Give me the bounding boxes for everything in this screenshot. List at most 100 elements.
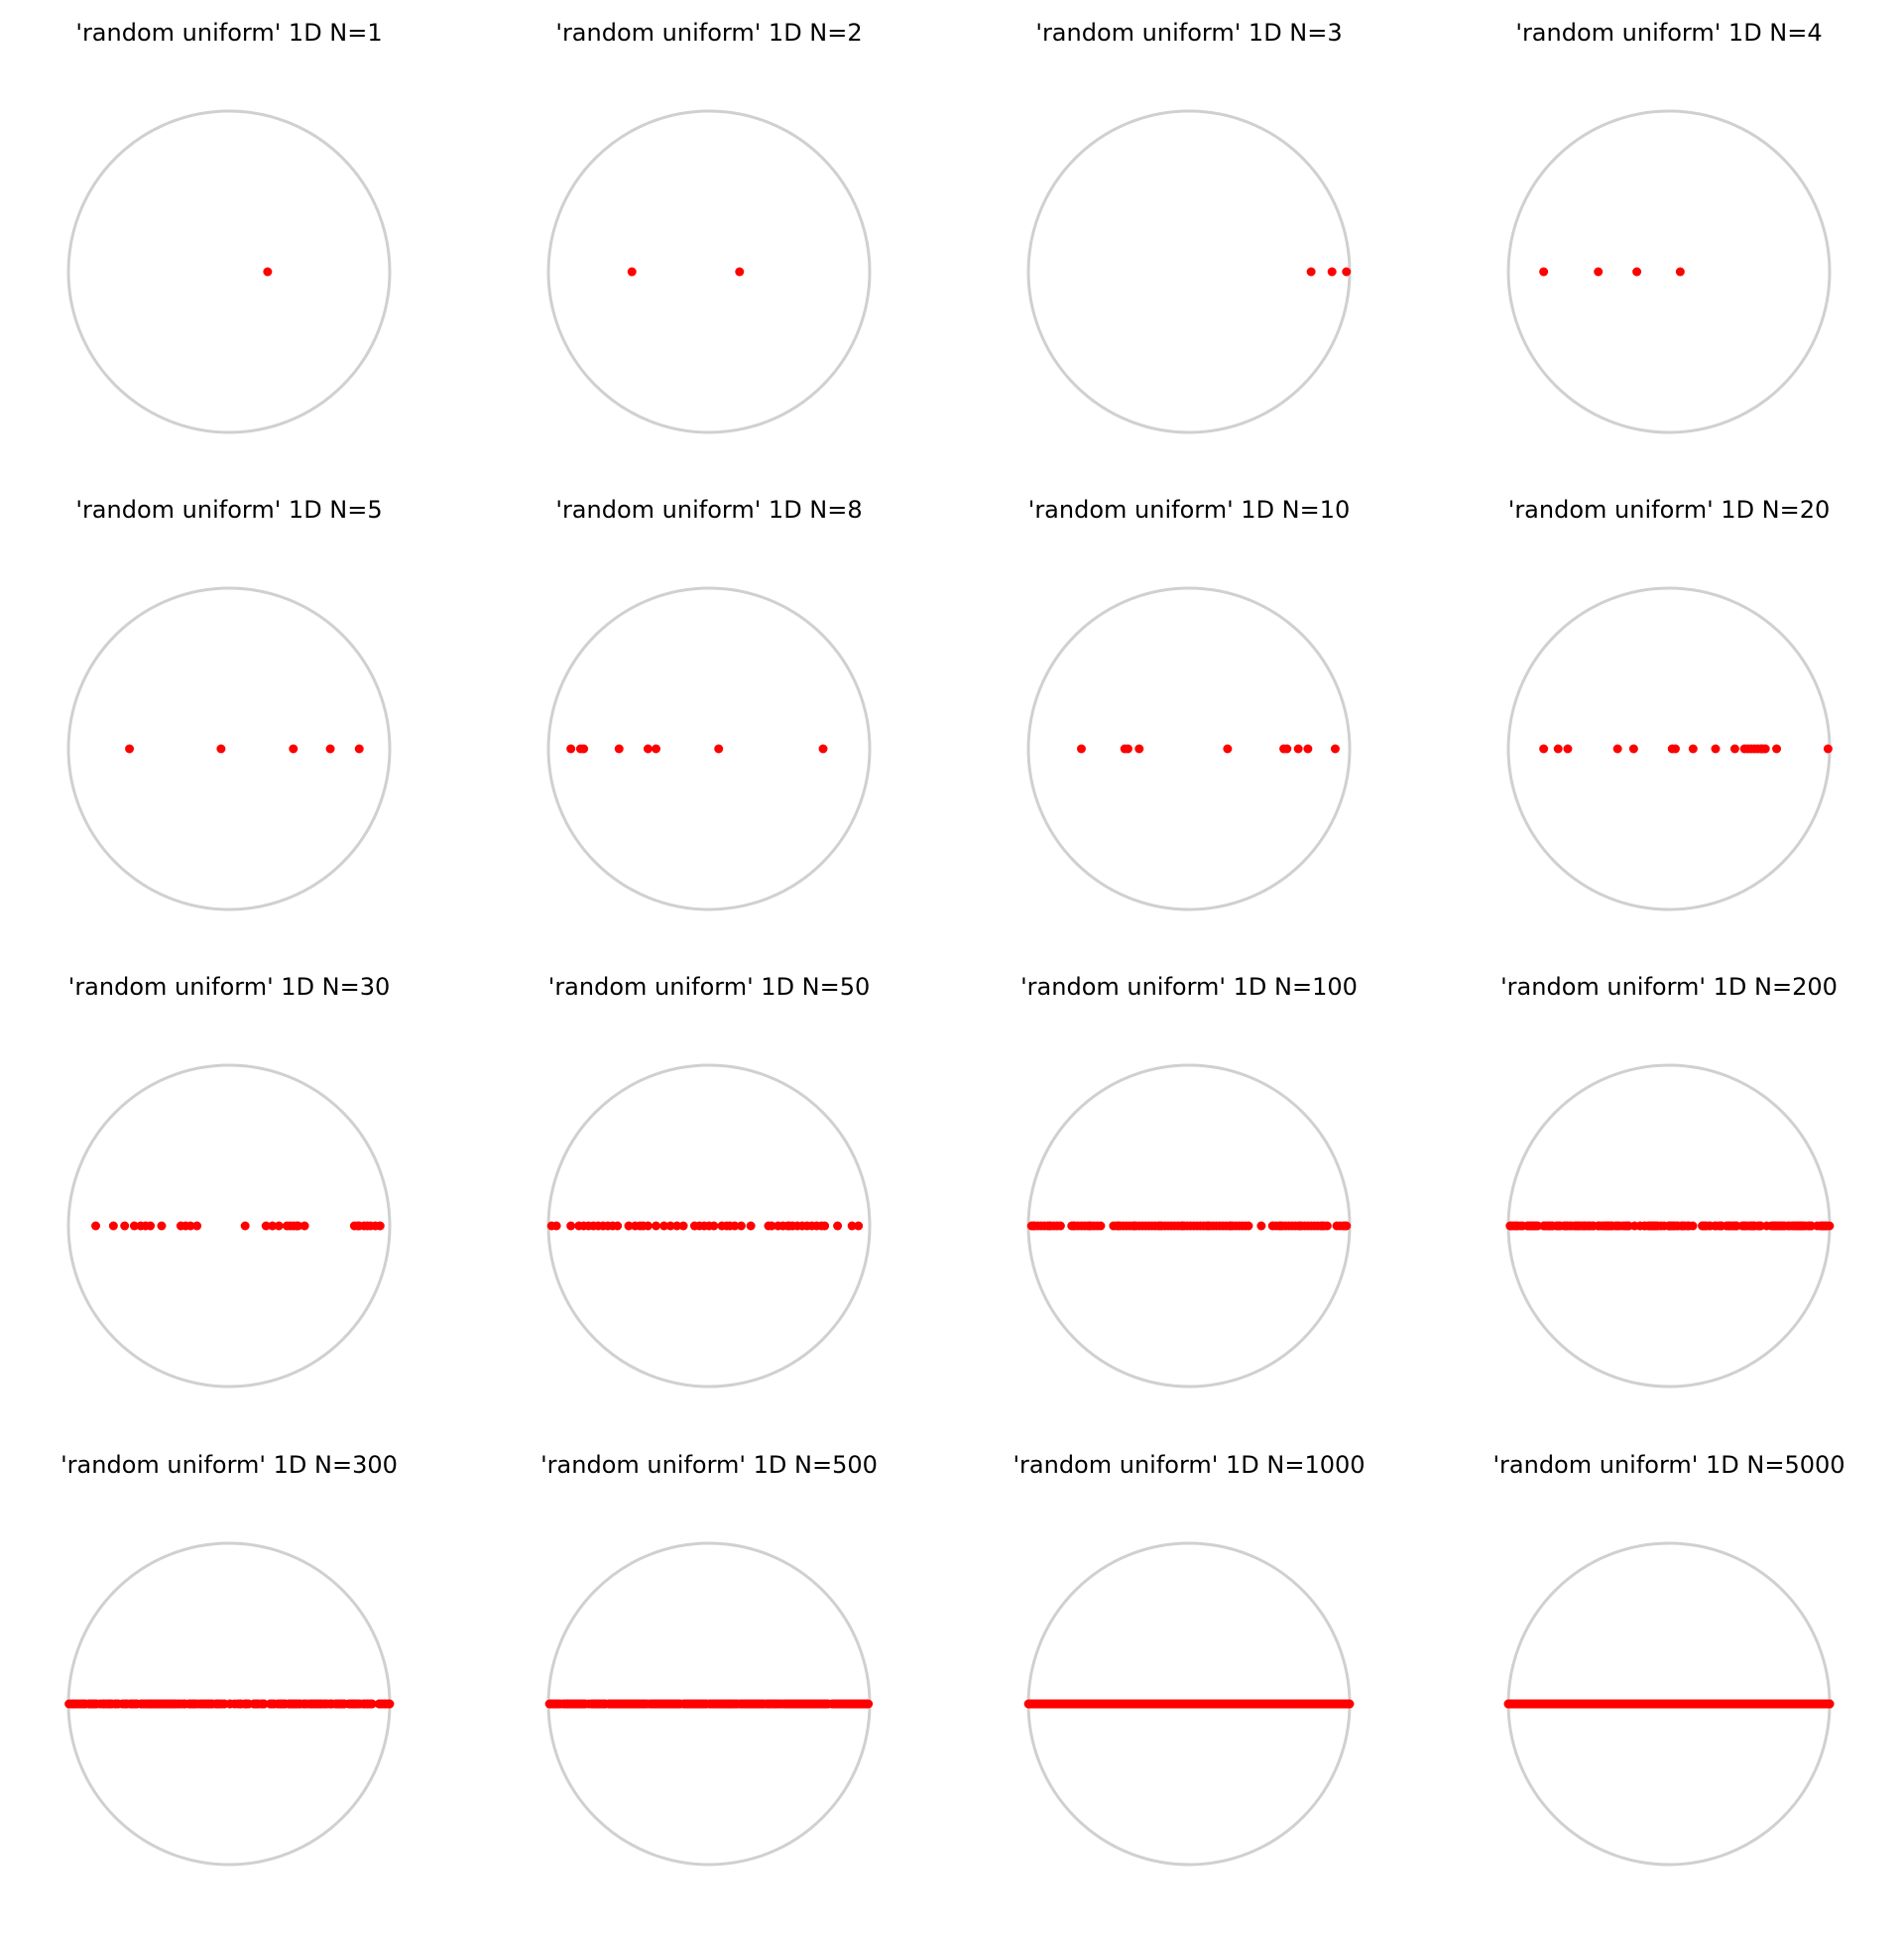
data-point — [1794, 1221, 1804, 1231]
data-point — [717, 1221, 727, 1231]
data-point — [725, 1221, 735, 1231]
data-point — [1319, 1699, 1329, 1709]
data-point — [614, 744, 624, 754]
data-point — [551, 1221, 561, 1231]
data-point — [566, 744, 576, 754]
data-point — [1053, 1699, 1063, 1709]
data-point — [741, 1699, 751, 1709]
data-point — [1731, 1221, 1741, 1231]
data-point — [207, 1699, 217, 1709]
data-point — [1317, 1221, 1327, 1231]
data-point — [370, 1221, 380, 1231]
unit-circle — [66, 109, 392, 434]
data-point — [658, 1699, 668, 1709]
data-point — [1076, 744, 1086, 754]
data-point — [665, 1221, 675, 1231]
data-point — [268, 1221, 278, 1231]
data-point — [1554, 1221, 1564, 1231]
points-series — [1503, 1699, 1835, 1709]
data-point — [1085, 1221, 1095, 1231]
data-point — [1760, 744, 1770, 754]
data-point — [299, 1221, 309, 1231]
data-point — [330, 1699, 340, 1709]
data-point — [1327, 267, 1337, 277]
data-point — [1114, 1221, 1124, 1231]
data-point — [188, 1699, 198, 1709]
data-point — [347, 1699, 357, 1709]
data-point — [847, 1221, 857, 1231]
data-point — [1702, 1221, 1712, 1231]
data-point — [306, 1699, 316, 1709]
data-point — [1772, 744, 1782, 754]
data-point — [624, 1221, 634, 1231]
data-point — [1303, 744, 1313, 754]
data-point — [792, 1699, 802, 1709]
data-point — [1589, 1221, 1599, 1231]
data-point — [1739, 1221, 1749, 1231]
data-point — [1295, 1221, 1305, 1231]
points-series — [546, 1221, 864, 1231]
data-point — [1185, 1699, 1195, 1709]
data-point — [216, 744, 226, 754]
data-point — [1223, 744, 1233, 754]
data-point — [752, 1699, 762, 1709]
points-series — [64, 1699, 395, 1709]
data-point — [566, 1221, 576, 1231]
data-point — [1134, 744, 1144, 754]
data-point — [1328, 1699, 1338, 1709]
panel-11: 'random uniform' 1D N=100 — [1020, 973, 1358, 1389]
data-point — [1342, 267, 1352, 277]
data-point — [816, 1221, 826, 1231]
data-point — [1754, 1221, 1764, 1231]
panel-6: 'random uniform' 1D N=8 — [546, 496, 872, 911]
data-point — [1539, 267, 1549, 277]
data-point — [818, 744, 828, 754]
data-point — [807, 1699, 817, 1709]
data-point — [1725, 1221, 1734, 1231]
data-point — [1684, 1221, 1694, 1231]
data-point — [551, 1699, 561, 1709]
data-point — [1523, 1221, 1533, 1231]
data-point — [1045, 1699, 1055, 1709]
data-point — [565, 1699, 575, 1709]
panel-title: 'random uniform' 1D N=300 — [60, 1451, 398, 1479]
data-point — [1643, 1221, 1653, 1231]
data-point — [1572, 1221, 1582, 1231]
data-point — [1563, 744, 1573, 754]
data-point — [736, 1221, 746, 1231]
data-point — [69, 1699, 79, 1709]
data-point — [1266, 1699, 1276, 1709]
data-point — [1061, 1699, 1071, 1709]
data-point — [289, 744, 298, 754]
data-point — [1628, 744, 1638, 754]
points-series — [627, 267, 745, 277]
data-point — [823, 1699, 833, 1709]
data-point — [1711, 744, 1721, 754]
data-point — [258, 1699, 268, 1709]
data-point — [157, 1221, 167, 1231]
data-point — [579, 744, 589, 754]
panel-title: 'random uniform' 1D N=20 — [1508, 496, 1831, 524]
data-point — [192, 1221, 202, 1231]
data-point — [1255, 1699, 1265, 1709]
data-point — [1770, 1221, 1780, 1231]
data-point — [145, 1699, 155, 1709]
data-point — [197, 1699, 207, 1709]
data-point — [672, 1221, 682, 1231]
unit-circle — [1026, 586, 1352, 911]
panel-4: 'random uniform' 1D N=4 — [1506, 19, 1832, 434]
data-point — [854, 1221, 864, 1231]
data-point — [625, 1699, 635, 1709]
data-point — [1154, 1699, 1164, 1709]
data-point — [1675, 267, 1685, 277]
data-point — [613, 1221, 623, 1231]
panel-title: 'random uniform' 1D N=30 — [68, 973, 391, 1001]
unit-circle — [66, 586, 392, 911]
points-series — [1505, 1221, 1835, 1231]
data-point — [1169, 1699, 1179, 1709]
data-point — [353, 1221, 363, 1231]
data-point — [292, 1699, 301, 1709]
panel-title: 'random uniform' 1D N=1 — [75, 19, 382, 47]
